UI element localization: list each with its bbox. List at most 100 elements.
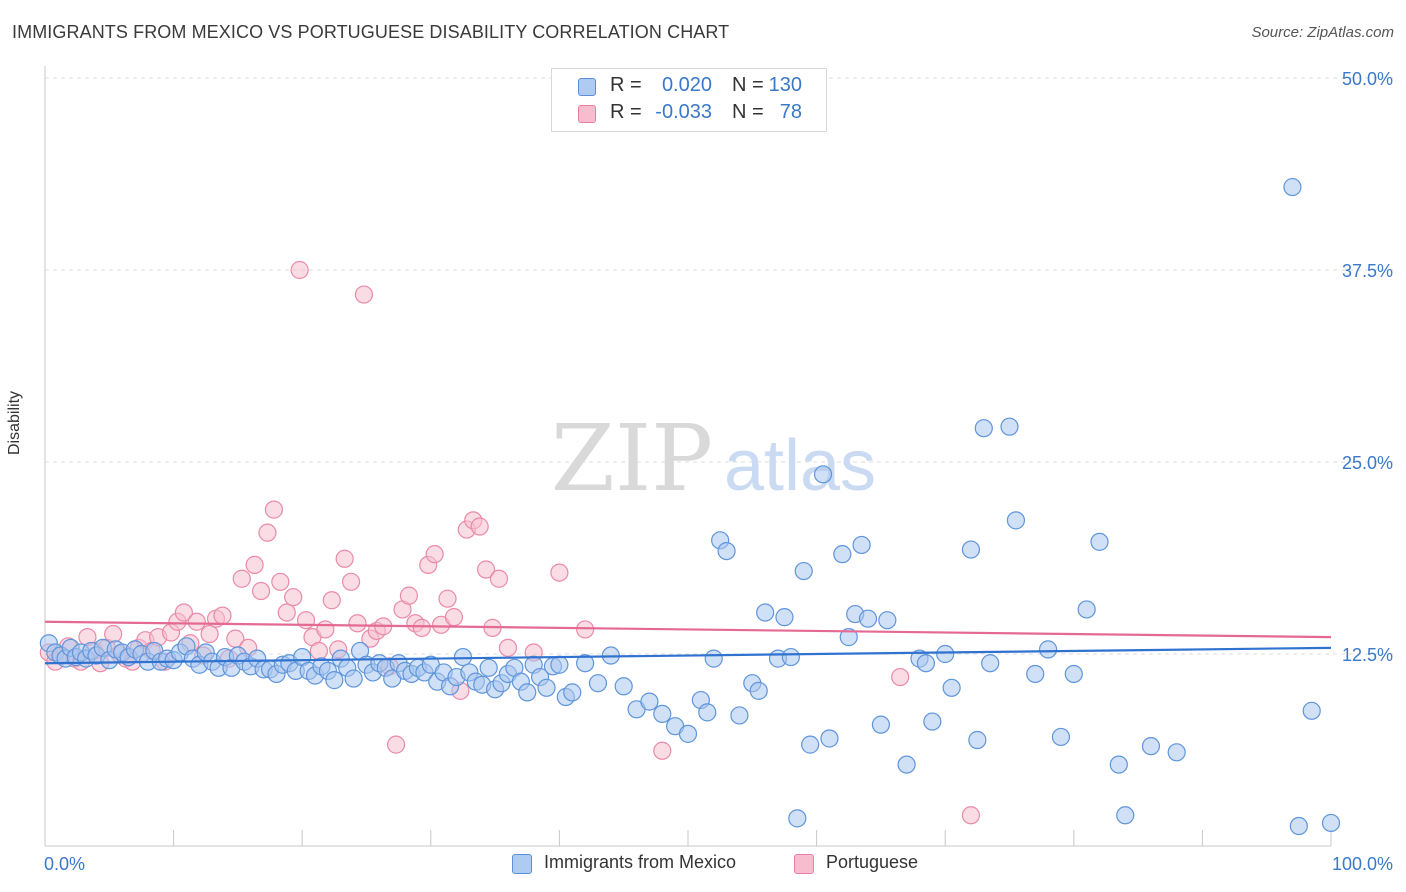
mexico-point xyxy=(704,649,723,668)
mexico-point xyxy=(678,724,698,743)
mexico-point xyxy=(588,674,608,693)
x-tick-label: 0.0% xyxy=(44,854,85,874)
mexico-point xyxy=(1006,511,1026,530)
legend-n-value-mexico: 130 xyxy=(768,74,802,96)
mexico-point xyxy=(1116,806,1135,825)
legend-r-value-portuguese: -0.033 xyxy=(655,101,712,123)
mexico-point xyxy=(897,755,916,774)
portuguese-point xyxy=(296,611,316,630)
mexico-point xyxy=(794,561,813,581)
y-tick-label: 37.5% xyxy=(1342,261,1393,281)
portuguese-point xyxy=(653,741,672,760)
mexico-point xyxy=(942,678,961,697)
portuguese-point xyxy=(470,517,489,536)
portuguese-point xyxy=(341,572,361,591)
portuguese-point xyxy=(550,563,569,582)
portuguese-point xyxy=(174,603,193,622)
portuguese-point xyxy=(316,620,335,639)
portuguese-trend-line xyxy=(44,620,1332,639)
mexico-point xyxy=(730,706,749,725)
portuguese-point xyxy=(412,618,431,637)
mexico-point xyxy=(1302,701,1321,720)
mexico-point xyxy=(325,671,344,690)
mexico-point xyxy=(974,419,993,438)
mexico-point xyxy=(858,609,878,628)
mexico-point xyxy=(1064,664,1083,684)
portuguese-point xyxy=(232,569,251,588)
mexico-point xyxy=(839,628,858,647)
mexico-point xyxy=(775,608,794,627)
mexico-point xyxy=(961,540,981,559)
legend-row-portuguese: R = -0.033 N = 78 xyxy=(552,101,826,127)
portuguese-point xyxy=(251,581,271,601)
portuguese-point xyxy=(309,641,329,661)
legend-swatch-portuguese xyxy=(578,105,596,123)
watermark-zip: ZIP xyxy=(551,405,713,512)
x-tick-label: 100.0% xyxy=(1332,854,1393,874)
series-swatch-portuguese xyxy=(794,854,814,874)
portuguese-point xyxy=(576,620,595,639)
portuguese-point xyxy=(961,806,981,825)
portuguese-point xyxy=(322,591,341,610)
mexico-point xyxy=(640,692,659,711)
series-name-portuguese: Portuguese xyxy=(826,852,919,872)
portuguese-point xyxy=(213,606,232,625)
mexico-point xyxy=(550,655,569,674)
legend-n-label: N = xyxy=(732,74,764,96)
mexico-point xyxy=(563,683,582,702)
portuguese-point xyxy=(386,735,406,754)
portuguese-point xyxy=(891,667,910,687)
mexico-point xyxy=(698,703,717,722)
mexico-point xyxy=(781,647,800,667)
mexico-point xyxy=(1000,417,1019,436)
mexico-point xyxy=(1141,737,1161,756)
mexico-point xyxy=(344,669,363,688)
mexico-point xyxy=(1321,813,1341,833)
portuguese-point xyxy=(271,572,290,591)
mexico-point xyxy=(923,712,942,731)
trend-lines xyxy=(44,620,1332,665)
mexico-point xyxy=(479,658,498,677)
mexico-point xyxy=(820,729,839,748)
series-name-mexico: Immigrants from Mexico xyxy=(544,852,737,872)
mexico-point xyxy=(653,704,672,724)
mexico-point xyxy=(788,809,807,828)
portuguese-point xyxy=(425,545,444,564)
mexico-point xyxy=(981,654,1000,673)
portuguese-points xyxy=(39,260,981,825)
mexico-point xyxy=(801,735,820,754)
mexico-point xyxy=(1051,727,1071,747)
series-swatch-mexico xyxy=(512,854,532,874)
mexico-point xyxy=(1289,816,1308,836)
portuguese-point xyxy=(399,586,419,605)
mexico-point xyxy=(1109,755,1128,774)
y-tick-label: 50.0% xyxy=(1342,69,1393,89)
portuguese-point xyxy=(284,588,303,607)
portuguese-point xyxy=(335,549,354,568)
portuguese-point xyxy=(290,260,309,280)
mexico-point xyxy=(968,730,987,750)
mexico-point xyxy=(576,654,595,673)
mexico-point xyxy=(878,611,897,630)
mexico-point xyxy=(756,603,775,622)
tick-labels: 50.0% 37.5% 25.0% 12.5% 0.0% 100.0% xyxy=(44,69,1393,874)
portuguese-point xyxy=(476,560,496,579)
mexico-point xyxy=(916,654,936,673)
portuguese-point xyxy=(498,638,518,657)
chart-title: IMMIGRANTS FROM MEXICO VS PORTUGUESE DIS… xyxy=(12,22,730,42)
portuguese-point xyxy=(258,523,277,542)
portuguese-point xyxy=(277,603,296,622)
mexico-point xyxy=(1077,600,1096,619)
mexico-point xyxy=(749,681,768,700)
mexico-point xyxy=(717,541,736,561)
legend-r-label: R = xyxy=(610,101,642,123)
axis-layer xyxy=(44,66,1332,847)
correlation-legend: R = 0.020 N = 130 R = -0.033 N = 78 xyxy=(551,68,827,132)
mexico-point xyxy=(852,535,871,555)
portuguese-point xyxy=(489,569,509,588)
watermark: ZIP atlas xyxy=(551,405,876,512)
mexico-point xyxy=(833,545,852,564)
mexico-point xyxy=(813,465,833,484)
mexico-points xyxy=(39,177,1341,836)
